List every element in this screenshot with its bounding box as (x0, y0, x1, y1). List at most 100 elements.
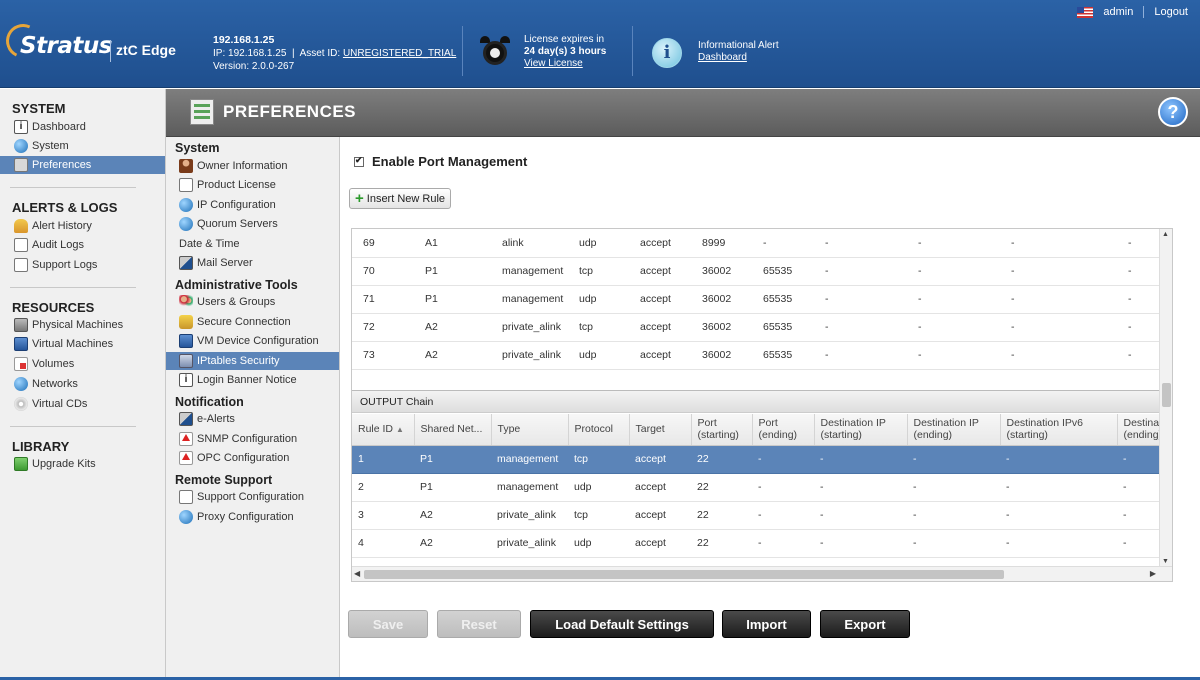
nav-item-preferences[interactable]: Preferences (0, 156, 165, 174)
column-header[interactable]: Destinatio(ending) (1117, 414, 1161, 446)
column-header[interactable]: Shared Net... (414, 414, 492, 446)
network-globe-icon (14, 377, 28, 391)
table-row[interactable]: 4 A2 private_alink udp accept 22- - - - - (352, 529, 1160, 558)
subnav-label: OPC Configuration (197, 452, 290, 464)
nav-item-physical-machines[interactable]: Physical Machines (14, 316, 166, 334)
table-row[interactable]: 70 P1 management tcp accept 36002 65535- - - - (352, 257, 1160, 286)
sort-ascending-icon[interactable]: ▲ (396, 424, 404, 434)
subnav-item-product-license[interactable]: Product License (179, 176, 339, 194)
subnav-item-e-alerts[interactable]: e-Alerts (179, 410, 339, 428)
column-header[interactable]: Destination IP (ending) (907, 414, 1001, 446)
nav-item-system[interactable]: System (14, 137, 166, 155)
alarm-clock-icon (480, 36, 510, 68)
subnav-item-support-configuration[interactable]: Support Configuration (179, 488, 339, 506)
table-cell: private_alink (491, 341, 568, 370)
subnav-item-login-banner-notice[interactable]: i Login Banner Notice (179, 371, 339, 389)
horizontal-scroll-thumb[interactable] (364, 570, 1004, 579)
table-cell: management (491, 473, 568, 502)
table-cell: accept (629, 445, 691, 474)
subnav-label: IP Configuration (197, 199, 276, 211)
import-button[interactable]: Import (722, 610, 811, 638)
nav-item-networks[interactable]: Networks (14, 375, 166, 393)
help-icon[interactable]: ? (1158, 97, 1188, 127)
enable-port-management[interactable]: Enable Port Management (354, 154, 527, 169)
load-default-settings-button[interactable]: Load Default Settings (530, 610, 714, 638)
column-header[interactable]: Protocol (568, 414, 630, 446)
nav-item-alert-history[interactable]: Alert History (14, 217, 166, 235)
view-license-link[interactable]: View License (524, 58, 583, 69)
asset-id-link[interactable]: UNREGISTERED_TRIAL (342, 48, 457, 59)
table-row[interactable]: 72 A2 private_alink tcp accept 36002 65535- - - - (352, 313, 1160, 342)
nav-item-virtual-cds[interactable]: Virtual CDs (14, 395, 166, 413)
subnav-item-iptables-security[interactable]: IPtables Security (166, 352, 339, 370)
column-header[interactable]: Destination IPv6 (starting) (1000, 414, 1118, 446)
export-button[interactable]: Export (820, 610, 910, 638)
table-row[interactable]: 2 P1 management udp accept 22- - - - - (352, 473, 1160, 502)
nav-item-virtual-machines[interactable]: Virtual Machines (14, 335, 166, 353)
vertical-scroll-thumb[interactable] (1162, 383, 1171, 407)
subnav-label: Date & Time (179, 238, 240, 250)
brand-name: Stratus (20, 33, 112, 59)
nav-item-support-logs[interactable]: Support Logs (14, 256, 166, 274)
scroll-left-icon[interactable]: ◀ (354, 569, 361, 578)
table-row[interactable]: 69 A1 alink udp accept 8999- - - - - (352, 229, 1160, 258)
nav-item-audit-logs[interactable]: Audit Logs (14, 236, 166, 254)
preferences-panel-icon (190, 99, 214, 125)
table-cell: 72 (352, 313, 414, 342)
table-cell: - (1117, 257, 1160, 286)
subnav-item-mail-server[interactable]: Mail Server (179, 254, 339, 272)
volume-icon (14, 357, 28, 371)
table-cell: - (907, 341, 1000, 370)
table-cell: P1 (414, 473, 491, 502)
subnav-label: Users & Groups (197, 296, 276, 308)
subnav-item-users-groups[interactable]: Users & Groups (179, 293, 339, 311)
table-cell: A2 (414, 313, 491, 342)
table-cell: - (1117, 445, 1160, 474)
scroll-up-icon[interactable]: ▲ (1162, 231, 1169, 238)
subnav-item-secure-connection[interactable]: Secure Connection (179, 313, 339, 331)
table-cell: 22 (691, 501, 752, 530)
table-cell: A2 (414, 529, 491, 558)
dashboard-link[interactable]: Dashboard (698, 52, 747, 63)
us-flag-icon[interactable] (1077, 6, 1094, 18)
subnav-item-snmp-configuration[interactable]: SNMP Configuration (179, 430, 339, 448)
table-row[interactable]: 73 A2 private_alink udp accept 36002 65535- - - - (352, 341, 1160, 370)
reset-button[interactable]: Reset (437, 610, 521, 638)
insert-new-rule-button[interactable]: + Insert New Rule (349, 188, 452, 209)
username[interactable]: admin (1103, 6, 1134, 18)
column-header[interactable]: Port (ending) (752, 414, 815, 446)
subnav-item-ip-configuration[interactable]: IP Configuration (179, 196, 339, 214)
table-cell: udp (568, 285, 629, 314)
snmp-icon (179, 432, 193, 446)
subnav-item-date-time[interactable]: Date & Time (179, 235, 673, 285)
table-cell: - (1000, 445, 1117, 474)
column-header[interactable]: Target (629, 414, 692, 446)
subnav-item-quorum-servers[interactable]: Quorum Servers (179, 215, 339, 233)
enable-port-management-checkbox[interactable] (354, 155, 364, 167)
vertical-scrollbar[interactable]: ▲ ▼ (1159, 229, 1172, 567)
subnav-item-proxy-configuration[interactable]: Proxy Configuration (179, 508, 339, 526)
user-menu: admin Logout (1077, 6, 1200, 18)
scroll-down-icon[interactable]: ▼ (1162, 558, 1169, 565)
table-row[interactable]: 71 P1 management udp accept 36002 65535- - - - (352, 285, 1160, 314)
table-row[interactable]: 1 P1 management tcp accept 22- - - - - (352, 445, 1160, 474)
nav-item-upgrade-kits[interactable]: Upgrade Kits (14, 455, 166, 473)
horizontal-scrollbar[interactable]: ◀ ▶ (352, 566, 1172, 581)
subnav-item-opc-configuration[interactable]: OPC Configuration (179, 449, 339, 467)
subnav-item-vm-device-configuration[interactable]: VM Device Configuration (179, 332, 339, 350)
column-header[interactable]: Port (starting) (691, 414, 753, 446)
scroll-right-icon[interactable]: ▶ (1149, 569, 1156, 578)
nav-item-dashboard[interactable]: i Dashboard (14, 118, 166, 136)
subnav-item-owner-information[interactable]: Owner Information (179, 157, 339, 175)
email-alert-icon (179, 412, 193, 426)
nav-item-volumes[interactable]: Volumes (14, 355, 166, 373)
column-header[interactable]: Destination IP (starting) (814, 414, 908, 446)
subnav-label: Support Configuration (197, 491, 305, 503)
column-header[interactable]: Type (491, 414, 569, 446)
window-bottom-border (0, 677, 1200, 680)
save-button[interactable]: Save (348, 610, 428, 638)
logout-link[interactable]: Logout (1154, 6, 1188, 18)
subnav-label: SNMP Configuration (197, 433, 298, 445)
table-row[interactable]: 3 A2 private_alink tcp accept 22- - - - - (352, 501, 1160, 530)
column-header[interactable]: Rule ID ▲ (352, 414, 415, 446)
